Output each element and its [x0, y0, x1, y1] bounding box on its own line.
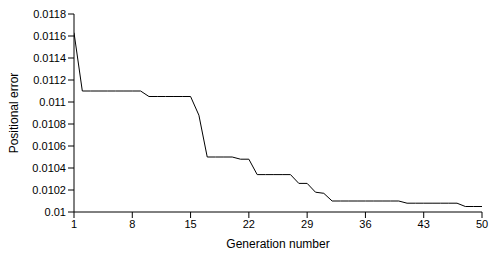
svg-text:1: 1: [71, 218, 77, 230]
svg-text:43: 43: [418, 218, 430, 230]
svg-text:0.0104: 0.0104: [32, 162, 66, 174]
svg-text:22: 22: [243, 218, 255, 230]
svg-text:0.0118: 0.0118: [33, 8, 66, 20]
svg-text:0.0112: 0.0112: [33, 74, 66, 86]
svg-text:0.0106: 0.0106: [32, 140, 66, 152]
svg-text:8: 8: [129, 218, 135, 230]
svg-text:0.01: 0.01: [45, 206, 66, 218]
svg-text:Positional error: Positional error: [8, 73, 21, 154]
svg-text:0.0116: 0.0116: [33, 30, 66, 42]
svg-text:0.011: 0.011: [39, 96, 66, 108]
svg-text:50: 50: [476, 218, 488, 230]
svg-text:0.0114: 0.0114: [33, 52, 66, 64]
svg-text:15: 15: [184, 218, 196, 230]
svg-text:0.0108: 0.0108: [32, 118, 66, 130]
svg-text:0.0102: 0.0102: [32, 184, 66, 196]
svg-text:36: 36: [359, 218, 371, 230]
svg-text:29: 29: [301, 218, 313, 230]
svg-text:Generation number: Generation number: [226, 237, 329, 251]
